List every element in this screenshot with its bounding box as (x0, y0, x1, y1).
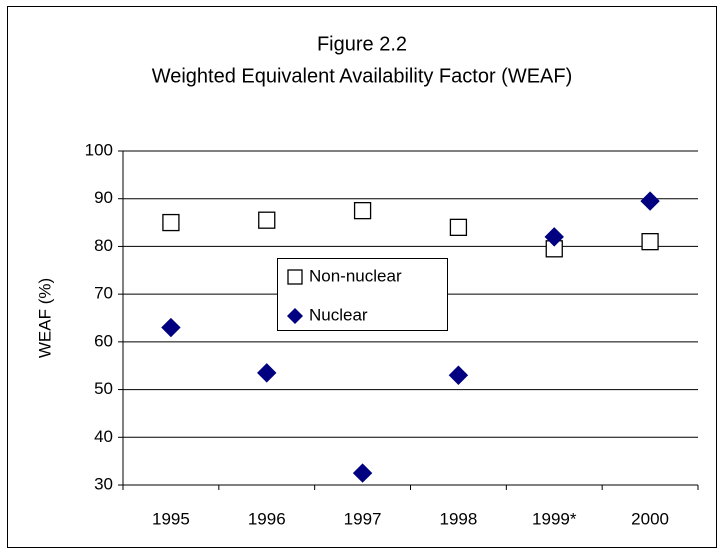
y-tick-label: 90 (94, 188, 113, 207)
marker-diamond (448, 365, 469, 385)
y-tick-label: 70 (94, 284, 113, 303)
legend-box (277, 258, 448, 331)
x-tick-label: 2000 (631, 509, 669, 528)
y-tick-label: 30 (94, 474, 113, 493)
x-tick-label: 1995 (152, 509, 190, 528)
x-tick-label: 1999* (532, 509, 577, 528)
x-tick-label: 1998 (440, 509, 478, 528)
marker-square (162, 213, 180, 232)
marker-square (353, 201, 372, 220)
y-tick-label: 80 (94, 236, 113, 255)
legend-marker (287, 269, 303, 285)
y-axis-label: WEAF (%) (35, 278, 54, 358)
marker-diamond (544, 227, 564, 247)
x-tick-label: 1997 (344, 509, 382, 528)
y-tick-label: 100 (85, 140, 113, 159)
marker-diamond (640, 191, 660, 211)
y-tick-label: 60 (94, 331, 113, 350)
marker-diamond (352, 463, 373, 483)
y-tick-label: 50 (94, 379, 113, 398)
marker-square (641, 233, 659, 251)
chart-title: Figure 2.2 (317, 33, 407, 55)
legend-marker (287, 308, 303, 324)
legend-label: Non-nuclear (309, 266, 402, 285)
marker-diamond (161, 317, 181, 338)
marker-diamond (257, 363, 277, 383)
marker-square (449, 218, 468, 236)
x-tick-label: 1996 (248, 509, 286, 528)
chart-subtitle: Weighted Equivalent Availability Factor … (152, 65, 573, 87)
legend-label: Nuclear (309, 305, 368, 324)
marker-square (258, 211, 276, 229)
y-tick-label: 40 (94, 427, 113, 446)
